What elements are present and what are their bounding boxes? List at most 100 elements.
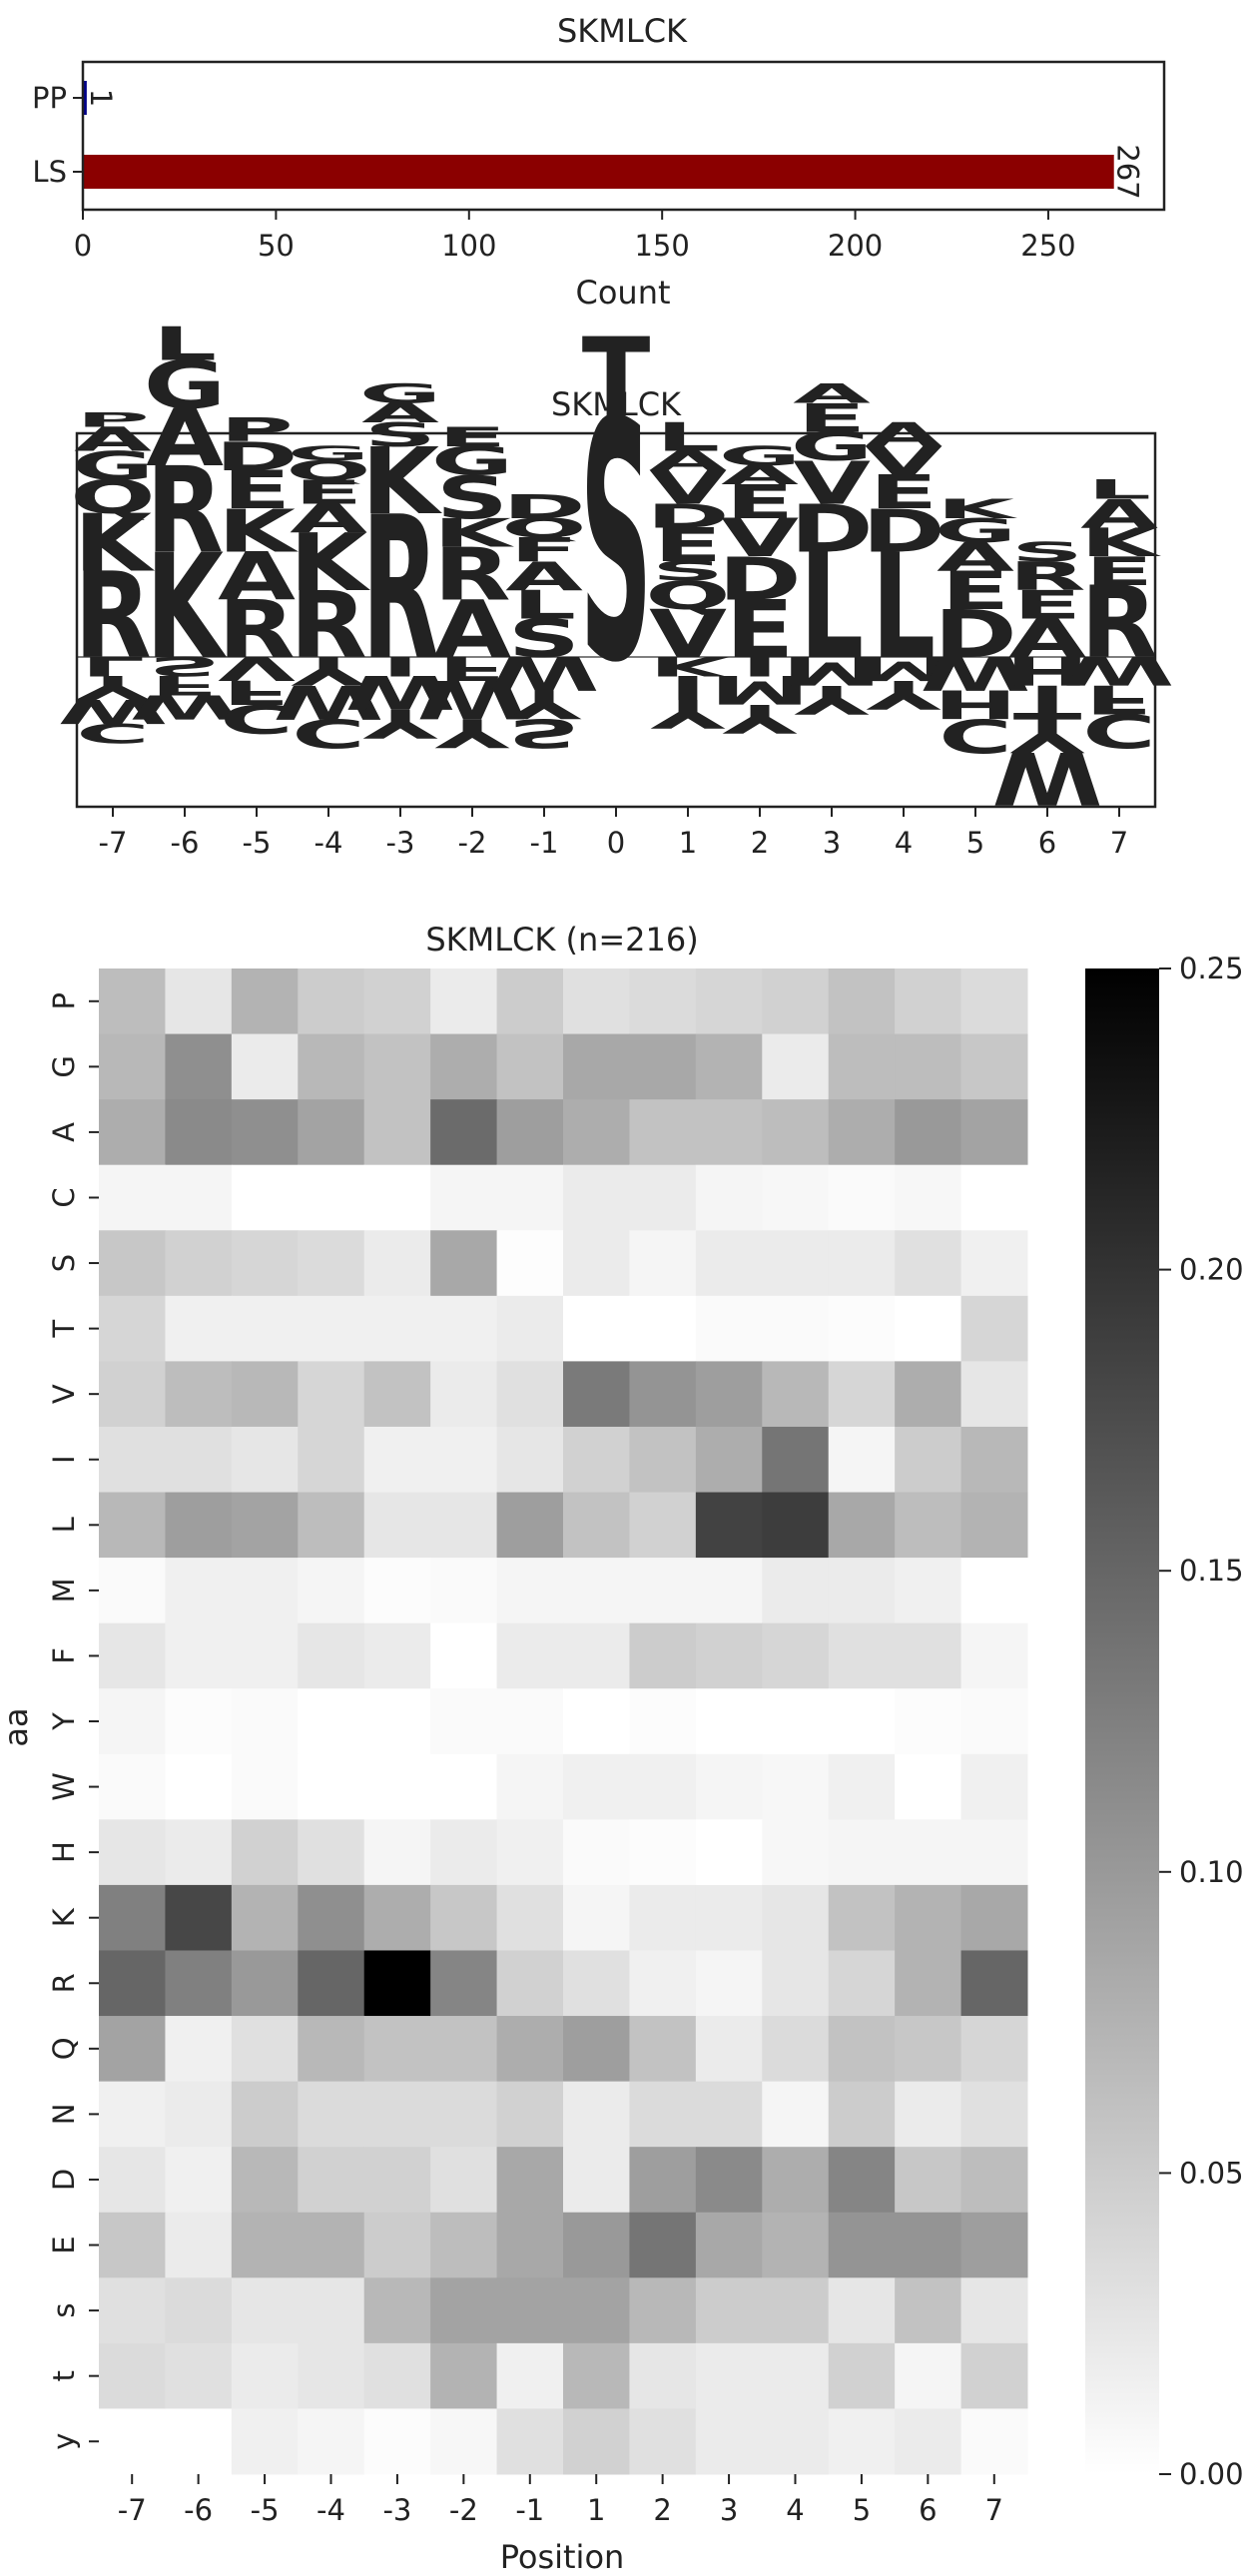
heatmap-cell: [496, 2212, 564, 2278]
heatmap-cell: [165, 1688, 233, 1755]
heatmap-cell: [231, 1164, 299, 1231]
heatmap-cell: [828, 1622, 896, 1689]
logo-letter: F: [510, 531, 579, 569]
heatmap-cell: [165, 1558, 233, 1624]
y-tick-label: C: [47, 1187, 81, 1207]
heatmap-cell: [496, 1819, 564, 1886]
heatmap-cell: [496, 1230, 564, 1297]
logo-letter: Q: [501, 513, 586, 543]
heatmap-cell: [695, 1884, 763, 1951]
heatmap-cell: [629, 2147, 697, 2214]
heatmap-cell: [363, 1295, 431, 1362]
heatmap-cell: [496, 1622, 564, 1689]
heatmap-cell: [99, 1361, 166, 1428]
heatmap-cell: [99, 1558, 166, 1624]
heatmap-cell: [165, 1164, 233, 1231]
heatmap-cell: [563, 1099, 630, 1166]
heatmap-cell: [563, 2212, 630, 2278]
heatmap-cell: [298, 1950, 365, 2017]
heatmap-cell: [762, 2408, 830, 2475]
heatmap-cell: [695, 1230, 763, 1297]
heatmap-cell: [363, 1426, 431, 1494]
heatmap-cell: [762, 2277, 830, 2344]
heatmap-cell: [496, 1884, 564, 1951]
heatmap-cell: [828, 1099, 896, 1166]
heatmap-cell: [430, 1622, 498, 1689]
logo-letter: W: [345, 665, 456, 719]
y-tick-label: G: [47, 1055, 81, 1077]
x-tick-label: -3: [382, 2493, 411, 2527]
logo-letter: K: [74, 498, 155, 590]
heatmap-cell: [960, 1099, 1028, 1166]
heatmap-cell: [895, 2016, 962, 2083]
heatmap-cell: [828, 1426, 896, 1494]
heatmap-cell: [695, 1622, 763, 1689]
heatmap-cell: [828, 1884, 896, 1951]
heatmap-cell: [231, 1819, 299, 1886]
x-tick-label: -1: [530, 826, 559, 860]
heatmap-cell: [762, 1688, 830, 1755]
heatmap-cell: [895, 2147, 962, 2214]
heatmap-cell: [695, 2212, 763, 2278]
heatmap-cell: [895, 1753, 962, 1820]
heatmap-cell: [430, 1164, 498, 1231]
colorbar-tick-label: 0.25: [1179, 952, 1244, 985]
heatmap-cell: [99, 968, 166, 1035]
heatmap-cell: [563, 2277, 630, 2344]
logo-letter: I: [741, 651, 778, 681]
heatmap-cell: [629, 2408, 697, 2475]
logo-letter: Y: [434, 710, 510, 756]
logo-letter: G: [791, 424, 874, 470]
heatmap-cell: [895, 2342, 962, 2409]
heatmap-cell: [695, 2081, 763, 2148]
heatmap-cell: [231, 1099, 299, 1166]
logo-letter: R: [290, 572, 366, 679]
logo-letter: I: [669, 668, 706, 706]
logo-letter: T: [1013, 675, 1082, 729]
heatmap-cell: [298, 1033, 365, 1100]
heatmap-cell: [762, 1819, 830, 1886]
heatmap-cell: [563, 1884, 630, 1951]
heatmap-cell: [165, 1819, 233, 1886]
heatmap-cell: [629, 2277, 697, 2344]
heatmap-cell: [430, 1558, 498, 1624]
heatmap-cell: [629, 1950, 697, 2017]
bar-value-label: 1: [84, 89, 118, 107]
heatmap-cell: [363, 2342, 431, 2409]
heatmap-cell: [298, 1295, 365, 1362]
heatmap-cell: [99, 2408, 166, 2475]
heatmap-cell: [695, 1099, 763, 1166]
heatmap-cell: [363, 1622, 431, 1689]
heatmap-cell: [99, 1230, 166, 1297]
logo-letter: C: [220, 695, 294, 741]
heatmap-cell: [231, 2212, 299, 2278]
logo-letter: R: [218, 585, 295, 677]
heatmap-cell: [430, 2147, 498, 2214]
heatmap-cell: [563, 1492, 630, 1559]
logo-letter: Q: [70, 471, 155, 525]
heatmap-cell: [363, 1558, 431, 1624]
logo-letter: A: [361, 398, 439, 428]
heatmap-cell: [895, 1819, 962, 1886]
x-tick-label: -3: [386, 826, 415, 860]
logo-letter: F: [1085, 676, 1154, 722]
y-tick-label: T: [47, 1319, 81, 1338]
heatmap-cell: [828, 2147, 896, 2214]
heatmap-cell: [231, 2408, 299, 2475]
heatmap-cell: [99, 1426, 166, 1494]
heatmap-cell: [895, 1230, 962, 1297]
heatmap-cell: [298, 2212, 365, 2278]
heatmap-cell: [165, 1033, 233, 1100]
heatmap-cell: [563, 2016, 630, 2083]
heatmap-cell: [99, 2147, 166, 2214]
heatmap-cell: [99, 2016, 166, 2083]
heatmap-cell: [298, 2147, 365, 2214]
logo-letter: F: [438, 649, 507, 687]
heatmap-cell: [563, 1295, 630, 1362]
heatmap-cell: [762, 2212, 830, 2278]
heatmap-cell: [828, 1950, 896, 2017]
heatmap-cell: [960, 2408, 1028, 2475]
heatmap-cell: [629, 2342, 697, 2409]
colorbar-tick-label: 0.15: [1179, 1554, 1244, 1588]
heatmap-cell: [563, 1361, 630, 1428]
